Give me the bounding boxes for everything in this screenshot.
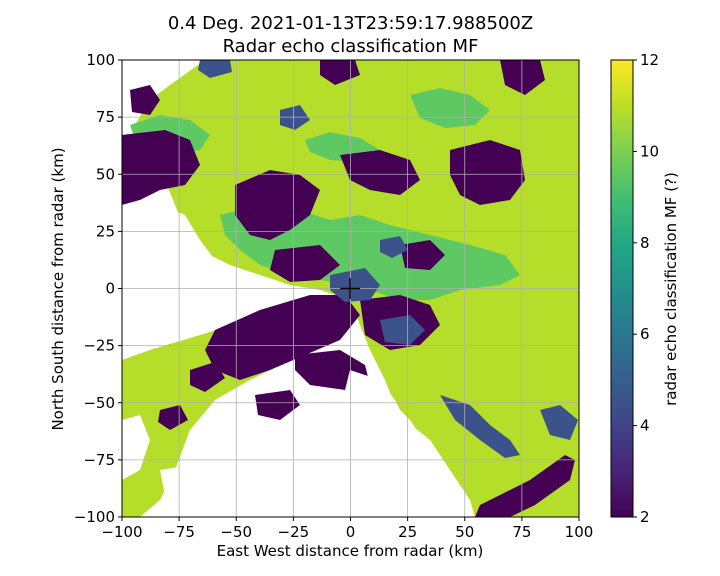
y-axis: −100 −75 −50 −25 0 25 50 75 100 — [74, 51, 122, 526]
radar-location-marker — [340, 278, 360, 299]
x-tick-label: −50 — [220, 523, 252, 541]
x-tick-label: 75 — [512, 523, 531, 541]
colorbar-label: radar echo classification MF (?) — [662, 172, 680, 406]
colorbar-ticks: 2 4 6 8 10 12 — [633, 51, 659, 526]
y-tick-label: 0 — [105, 280, 115, 298]
colorbar-frame — [610, 59, 634, 518]
colorbar-tick-label: 4 — [640, 417, 650, 435]
echo-class-4-regions — [198, 60, 578, 458]
y-tick-label: 75 — [96, 108, 115, 126]
y-tick-label: −100 — [74, 508, 115, 526]
colorbar-tick-label: 8 — [640, 234, 650, 252]
colorbar-tick-label: 10 — [640, 142, 659, 160]
x-tick-label: −75 — [163, 523, 195, 541]
x-tick-label: −100 — [101, 523, 142, 541]
x-tick-label: 0 — [346, 523, 356, 541]
colorbar: 2 4 6 8 10 12 radar echo classification MF (?… — [610, 51, 680, 526]
x-tick-label: 25 — [398, 523, 417, 541]
colorbar-tick-label: 2 — [640, 508, 650, 526]
y-tick-label: −50 — [83, 394, 115, 412]
x-axis: −100 −75 −50 −25 0 25 50 75 100 — [101, 517, 593, 541]
y-tick-label: 50 — [96, 165, 115, 183]
y-tick-label: 100 — [86, 51, 115, 69]
x-tick-label: 50 — [455, 523, 474, 541]
y-axis-label: North South distance from radar (km) — [49, 147, 67, 430]
y-tick-label: 25 — [96, 222, 115, 240]
x-tick-label: 100 — [565, 523, 594, 541]
y-tick-label: −75 — [83, 451, 115, 469]
x-tick-label: −25 — [278, 523, 310, 541]
chart-subtitle: Radar echo classification MF — [222, 36, 479, 57]
colorbar-gradient — [611, 60, 633, 517]
plot-area — [122, 60, 579, 517]
colorbar-tick-label: 6 — [640, 325, 650, 343]
x-axis-label: East West distance from radar (km) — [217, 542, 484, 560]
no-echo-regions — [122, 200, 475, 517]
chart-title: 0.4 Deg. 2021-01-13T23:59:17.988500Z — [167, 13, 534, 34]
y-tick-label: −25 — [83, 337, 115, 355]
colorbar-tick-label: 12 — [640, 51, 659, 69]
